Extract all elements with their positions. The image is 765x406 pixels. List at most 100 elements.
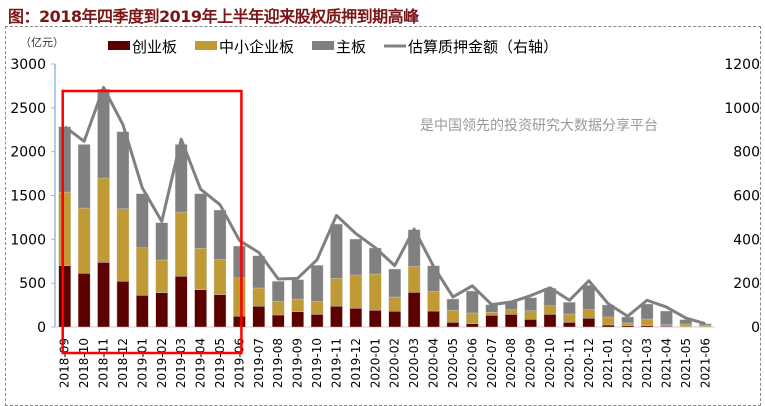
bar-中小企业板-2020-04 (428, 291, 440, 311)
bar-中小企业板-2019-06 (233, 278, 245, 317)
legend-swatch-中小企业板 (195, 41, 217, 50)
bar-创业板-2020-05 (447, 322, 459, 327)
x-tick-label: 2019-07 (252, 338, 266, 388)
left-tick-label: 1000 (10, 232, 46, 248)
bar-创业板-2018-10 (78, 273, 90, 327)
bar-主板-2019-12 (350, 239, 362, 275)
bar-中小企业板-2021-05 (680, 324, 692, 327)
x-tick-label: 2019-04 (194, 338, 208, 388)
bar-主板-2019-02 (156, 223, 168, 260)
x-tick-label: 2020-09 (524, 338, 538, 388)
left-tick-label: 500 (19, 276, 46, 292)
bar-中小企业板-2021-03 (641, 319, 653, 326)
bar-主板-2019-01 (136, 194, 148, 248)
bar-主板-2019-06 (233, 246, 245, 278)
x-tick-label: 2018-11 (97, 338, 111, 388)
bar-创业板-2020-04 (428, 311, 440, 327)
bar-主板-2021-03 (641, 304, 653, 319)
bar-创业板-2019-11 (330, 306, 342, 327)
bar-创业板-2019-02 (156, 293, 168, 327)
bar-主板-2019-11 (330, 224, 342, 278)
bar-中小企业板-2019-04 (195, 248, 207, 289)
x-tick-label: 2019-09 (291, 338, 305, 388)
right-tick-label: 200 (733, 276, 760, 292)
x-tick-label: 2020-03 (407, 338, 421, 388)
x-tick-label: 2021-06 (698, 338, 712, 388)
bar-主板-2020-04 (428, 266, 440, 292)
bar-主板-2020-06 (466, 291, 478, 313)
bar-中小企业板-2021-02 (622, 323, 634, 326)
x-tick-label: 2019-02 (155, 338, 169, 388)
bar-中小企业板-2020-02 (389, 297, 401, 311)
x-tick-label: 2018-10 (77, 338, 91, 388)
bar-中小企业板-2019-10 (311, 301, 323, 314)
bar-创业板-2020-07 (486, 315, 498, 327)
bar-中小企业板-2019-08 (272, 301, 284, 315)
bar-创业板-2020-10 (544, 314, 556, 327)
bar-中小企业板-2020-09 (525, 311, 537, 320)
bar-中小企业板-2020-05 (447, 310, 459, 322)
x-tick-label: 2019-05 (213, 338, 227, 388)
bar-创业板-2018-09 (59, 266, 71, 327)
bar-创业板-2021-01 (602, 325, 614, 327)
bar-中小企业板-2020-11 (563, 314, 575, 322)
right-tick-label: 1200 (724, 57, 760, 73)
x-tick-label: 2019-01 (135, 338, 149, 388)
right-tick-label: 400 (733, 232, 760, 248)
bar-中小企业板-2019-11 (330, 278, 342, 306)
bar-创业板-2020-12 (583, 318, 595, 327)
bar-主板-2019-08 (272, 281, 284, 301)
bar-主板-2021-04 (660, 311, 672, 325)
x-tick-label: 2019-11 (329, 338, 343, 388)
bar-创业板-2019-04 (195, 290, 207, 327)
bar-创业板-2019-03 (175, 276, 187, 327)
x-tick-label: 2020-02 (388, 338, 402, 388)
left-tick-label: 0 (37, 320, 46, 336)
x-tick-label: 2020-11 (562, 338, 576, 388)
bar-主板-2020-02 (389, 269, 401, 297)
bar-主板-2020-11 (563, 302, 575, 314)
x-tick-label: 2019-03 (174, 338, 188, 388)
x-tick-label: 2021-03 (640, 338, 654, 388)
bar-创业板-2020-01 (369, 310, 381, 327)
left-tick-label: 2500 (10, 101, 46, 117)
bar-创业板-2019-07 (253, 306, 265, 327)
bar-创业板-2020-02 (389, 311, 401, 327)
bar-创业板-2018-11 (98, 262, 110, 327)
bar-创业板-2020-06 (466, 324, 478, 327)
bar-创业板-2019-12 (350, 308, 362, 327)
bar-中小企业板-2020-07 (486, 312, 498, 315)
bar-主板-2019-09 (292, 280, 304, 299)
x-tick-label: 2019-10 (310, 338, 324, 388)
bar-中小企业板-2020-12 (583, 310, 595, 319)
bar-创业板-2020-11 (563, 322, 575, 327)
left-tick-label: 3000 (10, 57, 46, 73)
bar-中小企业板-2020-06 (466, 313, 478, 324)
x-tick-label: 2020-01 (368, 338, 382, 388)
bar-中小企业板-2019-07 (253, 288, 265, 306)
bar-中小企业板-2020-10 (544, 306, 556, 315)
bar-中小企业板-2019-02 (156, 260, 168, 293)
bar-创业板-2020-03 (408, 292, 420, 327)
right-tick-label: 1000 (724, 101, 760, 117)
x-tick-label: 2021-01 (601, 338, 615, 388)
x-tick-label: 2019-12 (349, 338, 363, 388)
x-tick-label: 2020-07 (485, 338, 499, 388)
legend-label: 创业板 (132, 38, 177, 56)
bar-中小企业板-2018-12 (117, 209, 129, 282)
bar-中小企业板-2020-08 (505, 310, 517, 315)
x-tick-label: 2020-05 (446, 338, 460, 388)
legend-swatch-主板 (312, 41, 334, 50)
bar-创业板-2019-10 (311, 314, 323, 327)
x-tick-label: 2018-09 (58, 338, 72, 388)
bar-中小企业板-2018-10 (78, 208, 90, 273)
bar-主板-2021-02 (622, 317, 634, 323)
x-tick-label: 2020-06 (465, 338, 479, 388)
x-tick-label: 2020-08 (504, 338, 518, 388)
bar-主板-2018-10 (78, 144, 90, 208)
bar-中小企业板-2021-01 (602, 317, 614, 325)
bar-创业板-2019-08 (272, 315, 284, 327)
bar-中小企业板-2019-12 (350, 275, 362, 308)
bar-中小企业板-2018-11 (98, 178, 110, 262)
bar-主板-2018-09 (59, 127, 71, 192)
